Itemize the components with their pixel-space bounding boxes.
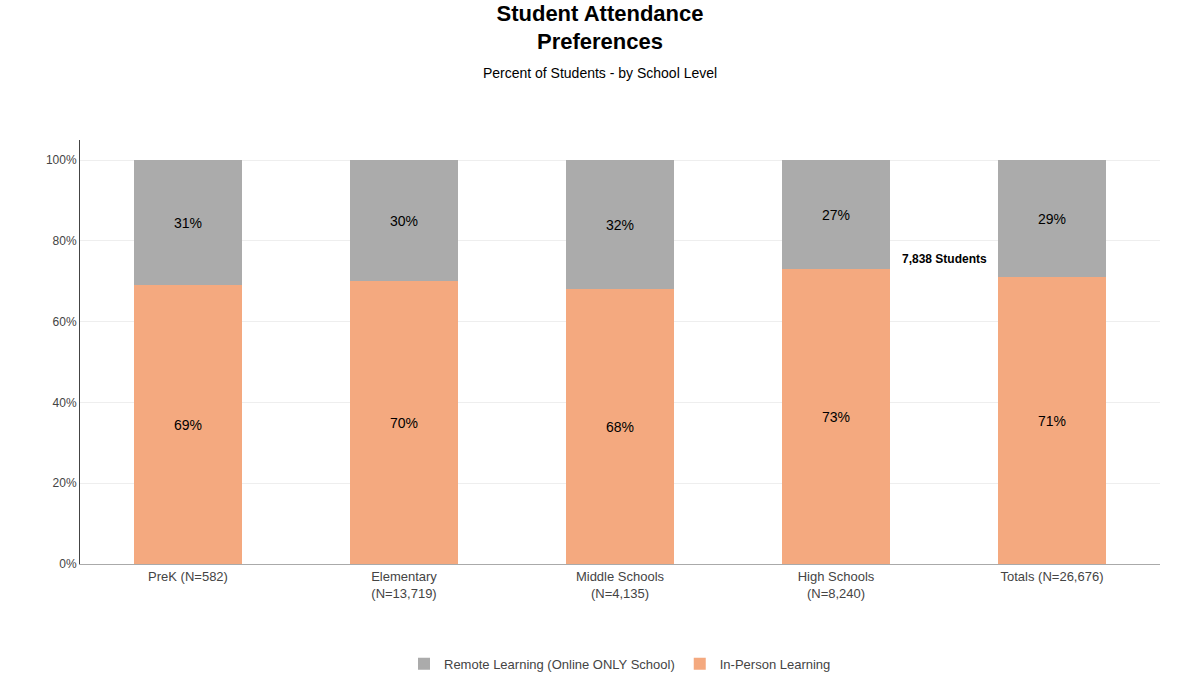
svg-text:High Schools(N=8,240): High Schools(N=8,240) xyxy=(798,569,875,601)
svg-text:40%: 40% xyxy=(53,396,77,410)
svg-text:Remote Learning (Online ONLY S: Remote Learning (Online ONLY School) xyxy=(444,657,675,672)
svg-text:32%: 32% xyxy=(606,217,634,233)
svg-text:PreK (N=582): PreK (N=582) xyxy=(148,569,228,584)
svg-text:Middle Schools(N=4,135): Middle Schools(N=4,135) xyxy=(576,569,665,601)
svg-text:71%: 71% xyxy=(1038,413,1066,429)
svg-text:100%: 100% xyxy=(46,153,77,167)
svg-text:29%: 29% xyxy=(1038,211,1066,227)
svg-text:Elementary(N=13,719): Elementary(N=13,719) xyxy=(371,569,437,601)
svg-text:31%: 31% xyxy=(174,215,202,231)
svg-text:80%: 80% xyxy=(53,234,77,248)
svg-text:Totals (N=26,676): Totals (N=26,676) xyxy=(1001,569,1104,584)
svg-text:73%: 73% xyxy=(822,409,850,425)
svg-text:In-Person Learning: In-Person Learning xyxy=(720,657,831,672)
svg-text:70%: 70% xyxy=(390,415,418,431)
svg-text:0%: 0% xyxy=(59,557,77,571)
svg-text:7,838 Students: 7,838 Students xyxy=(902,252,987,266)
svg-text:69%: 69% xyxy=(174,417,202,433)
svg-text:27%: 27% xyxy=(822,207,850,223)
svg-text:68%: 68% xyxy=(606,419,634,435)
svg-text:Student AttendancePreferencesP: Student AttendancePreferencesPercent of … xyxy=(483,1,717,81)
svg-text:20%: 20% xyxy=(53,476,77,490)
svg-text:30%: 30% xyxy=(390,213,418,229)
svg-text:60%: 60% xyxy=(53,315,77,329)
